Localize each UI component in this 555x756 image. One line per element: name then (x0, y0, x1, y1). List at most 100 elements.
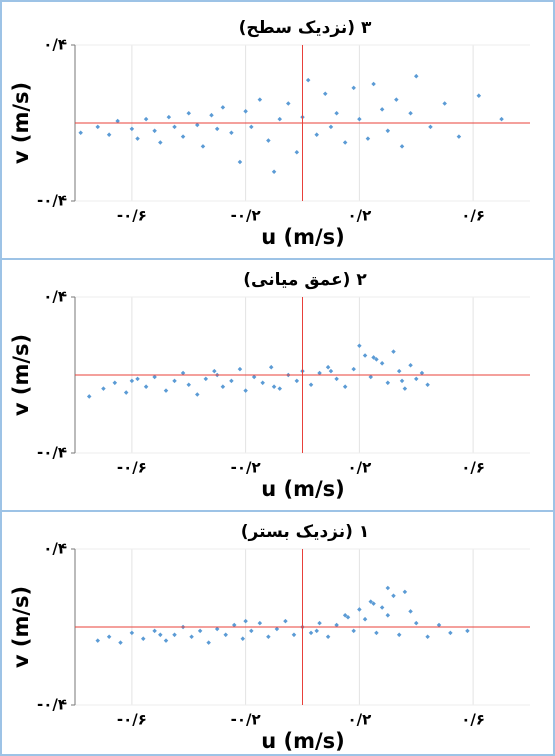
y-tick-label: ۰/۴ (43, 540, 67, 558)
point (368, 599, 374, 604)
point (135, 376, 140, 382)
point (362, 616, 368, 622)
point (357, 343, 362, 349)
point (274, 626, 280, 632)
point (112, 380, 118, 386)
point (419, 370, 425, 376)
point (357, 607, 362, 612)
point (385, 585, 391, 591)
point (334, 622, 339, 628)
x-tick-label: ۰/۶ (461, 459, 485, 477)
point (195, 392, 200, 397)
point (260, 380, 265, 386)
point (408, 609, 413, 614)
y-tick-label: -۰/۴ (37, 696, 67, 714)
y-axis-label: v (m/s) (9, 82, 33, 164)
point (129, 378, 135, 384)
point (317, 620, 322, 626)
point (465, 628, 470, 634)
x-tick-label: -۰/۶ (117, 207, 147, 225)
point (220, 384, 226, 389)
point (362, 353, 368, 358)
point (391, 349, 396, 354)
point (334, 376, 339, 382)
x-axis-label: u (m/s) (261, 225, 345, 249)
point (317, 370, 322, 376)
point (143, 384, 149, 389)
point (249, 124, 254, 130)
point (425, 634, 430, 640)
point (308, 382, 314, 388)
point (399, 378, 405, 384)
point (325, 634, 331, 640)
point (351, 628, 356, 634)
point (371, 601, 376, 606)
point (163, 388, 169, 393)
point (268, 364, 274, 370)
point (325, 364, 331, 370)
point (374, 630, 379, 636)
x-tick-label: ۰/۲ (347, 711, 371, 729)
point (186, 382, 192, 388)
x-axis-label: u (m/s) (261, 477, 345, 501)
point (172, 378, 177, 384)
point (257, 620, 263, 626)
point (399, 144, 405, 149)
point (308, 630, 314, 636)
x-tick-label: ۰/۶ (461, 711, 485, 729)
point (314, 132, 319, 137)
x-tick-label: ۰/۲ (347, 459, 371, 477)
point (425, 382, 430, 388)
x-tick-label: ۰/۶ (461, 207, 485, 225)
point (379, 605, 385, 610)
point (436, 622, 442, 628)
y-tick-label: -۰/۴ (37, 192, 67, 210)
point (271, 384, 277, 389)
point (328, 368, 334, 374)
point (78, 130, 83, 136)
point (374, 357, 379, 362)
point (291, 632, 297, 638)
chart-title: ۲ (عمق میانی) (243, 270, 367, 290)
point (314, 628, 319, 634)
point (203, 376, 209, 382)
point (342, 384, 348, 389)
point (229, 378, 234, 384)
y-tick-label: ۰/۴ (43, 36, 67, 54)
x-axis-label: u (m/s) (261, 729, 345, 753)
point (237, 366, 243, 372)
point (342, 613, 348, 618)
point (385, 380, 391, 386)
point (368, 374, 374, 380)
point (172, 124, 177, 130)
point (402, 386, 408, 391)
x-tick-label: -۰/۲ (231, 459, 261, 477)
point (283, 618, 288, 624)
point (456, 134, 462, 139)
x-tick-label: ۰/۲ (347, 207, 371, 225)
point (396, 632, 402, 638)
y-axis-label: v (m/s) (9, 586, 33, 668)
point (371, 355, 376, 360)
x-tick-label: -۰/۶ (117, 711, 147, 729)
point (379, 361, 385, 366)
point (385, 613, 391, 618)
point (251, 374, 257, 380)
point (106, 132, 112, 137)
point (212, 368, 217, 374)
point (180, 370, 186, 376)
chart-title: ۱ (نزدیک بستر) (241, 522, 369, 542)
point (448, 630, 453, 636)
point (294, 378, 300, 384)
x-tick-label: -۰/۲ (231, 207, 261, 225)
x-tick-label: -۰/۲ (231, 711, 261, 729)
point (152, 374, 157, 380)
point (351, 366, 356, 372)
point (243, 388, 248, 393)
y-tick-label: -۰/۴ (37, 444, 67, 462)
chart-title: ۳ (نزدیک سطح) (239, 18, 372, 38)
point (266, 634, 271, 640)
point (95, 124, 101, 130)
